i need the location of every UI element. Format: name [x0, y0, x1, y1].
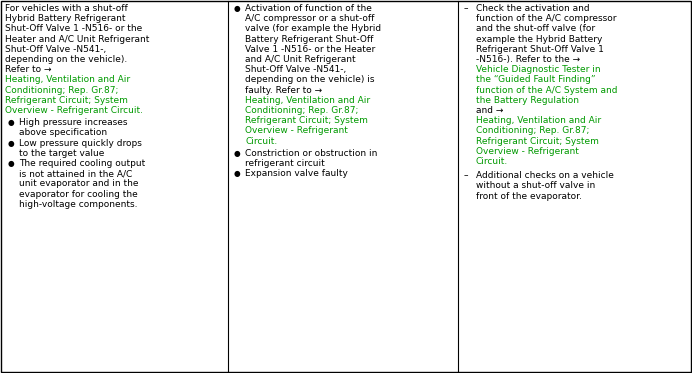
Text: ●: ● — [8, 118, 15, 127]
Text: valve (for example the Hybrid: valve (for example the Hybrid — [245, 24, 381, 34]
Text: A/C compressor or a shut-off: A/C compressor or a shut-off — [245, 14, 374, 23]
Text: -N516-). Refer to the →: -N516-). Refer to the → — [476, 55, 580, 64]
Text: –: – — [464, 4, 468, 13]
Text: faulty. Refer to →: faulty. Refer to → — [245, 85, 322, 95]
Text: Shut-Off Valve 1 -N516- or the: Shut-Off Valve 1 -N516- or the — [5, 24, 143, 34]
Text: Heating, Ventilation and Air: Heating, Ventilation and Air — [476, 116, 601, 125]
Text: Conditioning; Rep. Gr.87;: Conditioning; Rep. Gr.87; — [476, 126, 590, 135]
Text: High pressure increases: High pressure increases — [19, 118, 127, 127]
Text: Vehicle Diagnostic Tester in: Vehicle Diagnostic Tester in — [476, 65, 601, 74]
Text: Conditioning; Rep. Gr.87;: Conditioning; Rep. Gr.87; — [5, 85, 118, 95]
Text: Battery Refrigerant Shut-Off: Battery Refrigerant Shut-Off — [245, 35, 374, 44]
Text: to the target value: to the target value — [19, 149, 104, 158]
Text: is not attained in the A/C: is not attained in the A/C — [19, 169, 132, 178]
Text: depending on the vehicle) is: depending on the vehicle) is — [245, 75, 374, 84]
Text: ●: ● — [8, 159, 15, 168]
Text: Activation of function of the: Activation of function of the — [245, 4, 372, 13]
Text: For vehicles with a shut-off: For vehicles with a shut-off — [5, 4, 128, 13]
Text: without a shut-off valve in: without a shut-off valve in — [476, 181, 595, 190]
Text: Refrigerant Circuit; System: Refrigerant Circuit; System — [476, 137, 599, 145]
Text: Overview - Refrigerant Circuit.: Overview - Refrigerant Circuit. — [5, 106, 143, 115]
Text: unit evaporator and in the: unit evaporator and in the — [19, 179, 138, 188]
Text: Refrigerant Circuit; System: Refrigerant Circuit; System — [245, 116, 368, 125]
Text: –: – — [464, 171, 468, 180]
Text: the Battery Regulation: the Battery Regulation — [476, 96, 579, 105]
Text: Refer to →: Refer to → — [5, 65, 51, 74]
Text: ●: ● — [234, 4, 241, 13]
Text: Overview - Refrigerant: Overview - Refrigerant — [476, 147, 579, 156]
Text: and →: and → — [476, 106, 503, 115]
Text: and A/C Unit Refrigerant: and A/C Unit Refrigerant — [245, 55, 356, 64]
Text: Heater and A/C Unit Refrigerant: Heater and A/C Unit Refrigerant — [5, 35, 149, 44]
Text: Refrigerant Shut-Off Valve 1: Refrigerant Shut-Off Valve 1 — [476, 45, 604, 54]
Text: Expansion valve faulty: Expansion valve faulty — [245, 169, 348, 178]
Text: Shut-Off Valve -N541-,: Shut-Off Valve -N541-, — [245, 65, 346, 74]
Text: the “Guided Fault Finding”: the “Guided Fault Finding” — [476, 75, 596, 84]
Text: Constriction or obstruction in: Constriction or obstruction in — [245, 149, 377, 158]
Text: Circuit.: Circuit. — [245, 137, 277, 145]
Text: Hybrid Battery Refrigerant: Hybrid Battery Refrigerant — [5, 14, 125, 23]
Text: Heating, Ventilation and Air: Heating, Ventilation and Air — [5, 75, 130, 84]
Text: Refrigerant Circuit; System: Refrigerant Circuit; System — [5, 96, 128, 105]
Text: function of the A/C compressor: function of the A/C compressor — [476, 14, 617, 23]
Text: refrigerant circuit: refrigerant circuit — [245, 159, 325, 168]
Text: function of the A/C System and: function of the A/C System and — [476, 85, 617, 95]
Text: evaporator for cooling the: evaporator for cooling the — [19, 189, 138, 198]
Text: ●: ● — [234, 169, 241, 178]
Text: example the Hybrid Battery: example the Hybrid Battery — [476, 35, 602, 44]
Text: Overview - Refrigerant: Overview - Refrigerant — [245, 126, 348, 135]
Text: depending on the vehicle).: depending on the vehicle). — [5, 55, 127, 64]
Text: above specification: above specification — [19, 128, 107, 137]
Text: Heating, Ventilation and Air: Heating, Ventilation and Air — [245, 96, 370, 105]
Text: and the shut-off valve (for: and the shut-off valve (for — [476, 24, 595, 34]
Text: Low pressure quickly drops: Low pressure quickly drops — [19, 139, 142, 148]
Text: front of the evaporator.: front of the evaporator. — [476, 192, 582, 201]
Text: Valve 1 -N516- or the Heater: Valve 1 -N516- or the Heater — [245, 45, 375, 54]
Text: Circuit.: Circuit. — [476, 157, 508, 166]
Text: ●: ● — [234, 149, 241, 158]
Text: Shut-Off Valve -N541-,: Shut-Off Valve -N541-, — [5, 45, 107, 54]
Text: Check the activation and: Check the activation and — [476, 4, 590, 13]
Text: ●: ● — [8, 139, 15, 148]
Text: The required cooling output: The required cooling output — [19, 159, 145, 168]
Text: Additional checks on a vehicle: Additional checks on a vehicle — [476, 171, 614, 180]
Text: Conditioning; Rep. Gr.87;: Conditioning; Rep. Gr.87; — [245, 106, 358, 115]
Text: high-voltage components.: high-voltage components. — [19, 200, 138, 209]
